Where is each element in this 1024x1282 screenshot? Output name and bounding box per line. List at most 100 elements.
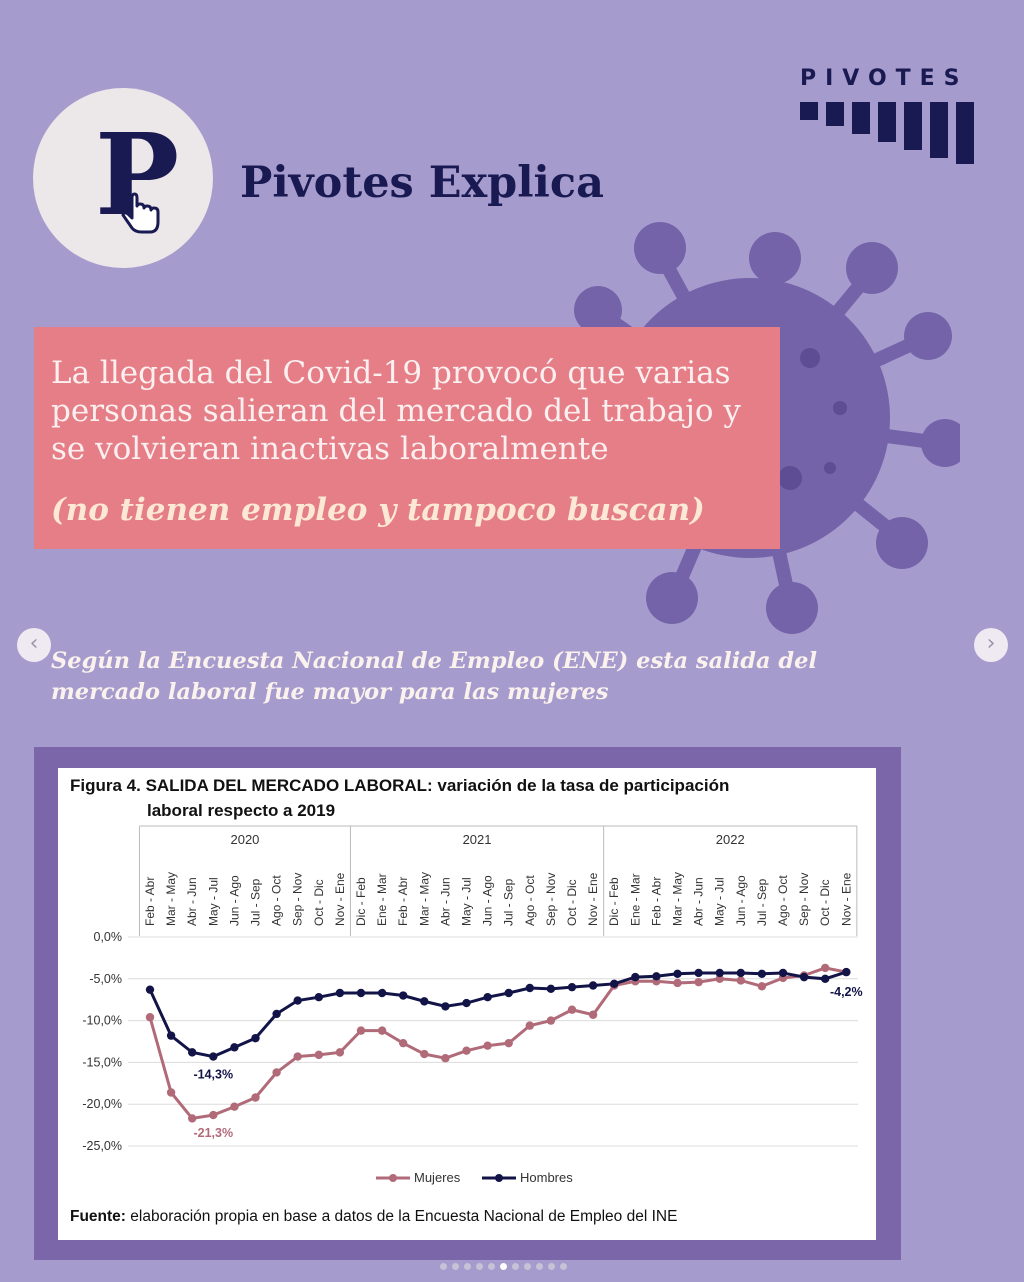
carousel-dot[interactable] [476, 1263, 483, 1270]
data-point-mujeres [188, 1114, 197, 1123]
data-point-hombres [567, 982, 577, 992]
category-tick-label: May - Jul [713, 877, 727, 926]
category-tick-label: Mar - May [417, 872, 431, 926]
banner-text: La llegada del Covid-19 provocó que vari… [51, 355, 741, 467]
year-header-label: 2022 [716, 832, 745, 847]
data-point-hombres [356, 988, 366, 998]
category-tick-label: Feb - Abr [143, 877, 157, 926]
data-point-hombres [209, 1052, 218, 1061]
category-tick-label: Oct - Dic [565, 879, 579, 926]
series-lines [145, 963, 851, 1123]
legend-mujeres-label: Mujeres [414, 1170, 461, 1185]
data-point-hombres [483, 992, 492, 1002]
carousel-dot[interactable] [500, 1263, 507, 1270]
previous-slide-button[interactable]: ‹ [17, 628, 51, 662]
data-point-hombres [420, 997, 429, 1006]
data-point-mujeres [694, 977, 703, 987]
data-point-mujeres [399, 1038, 408, 1048]
data-point-mujeres [356, 1026, 366, 1035]
year-headers: 2020 2021 2022 [138, 825, 858, 936]
category-tick-label: Ago - Oct [776, 875, 790, 926]
category-tick-label: Feb - Abr [649, 877, 663, 926]
data-point-hombres [778, 968, 788, 978]
data-point-hombres [610, 979, 619, 989]
data-point-hombres [314, 992, 323, 1002]
category-tick-label: May - Jul [206, 877, 220, 926]
line-chart: Figura 4. SALIDA DEL MERCADO LABORAL: va… [70, 776, 863, 1225]
data-point-hombres [399, 991, 408, 1000]
chart-source: Fuente: elaboración propia en base a dat… [70, 1208, 677, 1225]
chart-title-line2: laboral respecto a 2019 [147, 801, 335, 820]
data-point-mujeres [441, 1054, 450, 1063]
next-slide-button[interactable]: › [974, 628, 1008, 662]
hombres-min-label: -14,3% [193, 1068, 233, 1082]
category-tick-label: Oct - Dic [312, 879, 326, 926]
category-tick-label: Oct - Dic [818, 879, 832, 926]
category-tick-label: May - Jul [460, 877, 474, 926]
data-point-hombres [230, 1043, 239, 1052]
category-tick-label: Ene - Mar [628, 873, 642, 926]
data-point-mujeres [209, 1110, 218, 1120]
data-point-hombres [652, 972, 661, 981]
data-point-hombres [166, 1031, 176, 1040]
data-point-mujeres [293, 1052, 302, 1061]
mujeres-min-label: -21,3% [193, 1126, 233, 1140]
data-point-hombres [441, 1002, 450, 1011]
data-point-mujeres [335, 1048, 345, 1057]
data-point-mujeres [230, 1102, 239, 1111]
page-title: Pivotes Explica [240, 158, 604, 208]
chart-title: Figura 4. SALIDA DEL MERCADO LABORAL: va… [70, 776, 729, 795]
data-point-hombres [525, 983, 534, 993]
carousel-dot[interactable] [524, 1263, 531, 1270]
data-point-mujeres [715, 974, 724, 983]
carousel-dot[interactable] [548, 1263, 555, 1270]
year-header-label: 2021 [463, 832, 492, 847]
data-point-hombres [631, 972, 640, 982]
category-tick-label: Ago - Oct [523, 875, 537, 926]
carousel-dot[interactable] [488, 1263, 495, 1270]
category-tick-label: Sep - Nov [797, 873, 811, 926]
data-point-mujeres [588, 1010, 598, 1019]
data-point-hombres [335, 988, 345, 998]
y-axis-labels: 0,0% -5,0% -10,0% -15,0% -20,0% -25,0% [82, 930, 122, 1153]
category-tick-label: Sep - Nov [544, 873, 558, 926]
data-labels: -14,3% -21,3% -4,2% [193, 985, 862, 1140]
data-point-mujeres [314, 1050, 323, 1060]
carousel-indicators[interactable] [440, 1255, 572, 1274]
data-point-mujeres [821, 963, 830, 973]
category-tick-label: Nov - Ene [586, 872, 600, 926]
brand-wordmark: PIVOTES [800, 66, 969, 91]
data-point-mujeres [757, 982, 767, 991]
y-tick-label: 0,0% [94, 930, 123, 944]
data-point-hombres [293, 996, 302, 1005]
carousel-dot[interactable] [536, 1263, 543, 1270]
carousel-dot[interactable] [440, 1263, 447, 1270]
data-point-hombres [821, 974, 830, 983]
category-tick-label: Jun - Ago [481, 875, 495, 926]
data-point-mujeres [166, 1088, 176, 1097]
data-point-hombres [715, 968, 724, 978]
data-point-mujeres [251, 1093, 260, 1102]
y-tick-label: -25,0% [82, 1139, 122, 1153]
data-point-hombres [145, 985, 155, 994]
ene-statement: Según la Encuesta Nacional de Empleo (EN… [51, 648, 818, 705]
category-tick-label: Jul - Sep [502, 878, 516, 926]
carousel-dot[interactable] [452, 1263, 459, 1270]
category-tick-label: Feb - Abr [396, 877, 410, 926]
category-tick-label: Abr - Jun [185, 877, 199, 926]
y-tick-label: -15,0% [82, 1055, 122, 1069]
data-point-mujeres [420, 1049, 429, 1059]
data-point-mujeres [525, 1021, 534, 1030]
data-point-mujeres [483, 1041, 492, 1050]
carousel-dot[interactable] [464, 1263, 471, 1270]
carousel-dot[interactable] [512, 1263, 519, 1270]
highlight-banner [34, 327, 780, 549]
data-point-hombres [546, 984, 556, 994]
carousel-dot[interactable] [560, 1263, 567, 1270]
data-point-hombres [462, 998, 471, 1008]
data-point-hombres [588, 981, 598, 990]
y-tick-label: -5,0% [89, 972, 122, 986]
data-point-mujeres [272, 1068, 281, 1077]
category-tick-label: Ago - Oct [270, 875, 284, 926]
category-tick-label: Abr - Jun [692, 877, 706, 926]
